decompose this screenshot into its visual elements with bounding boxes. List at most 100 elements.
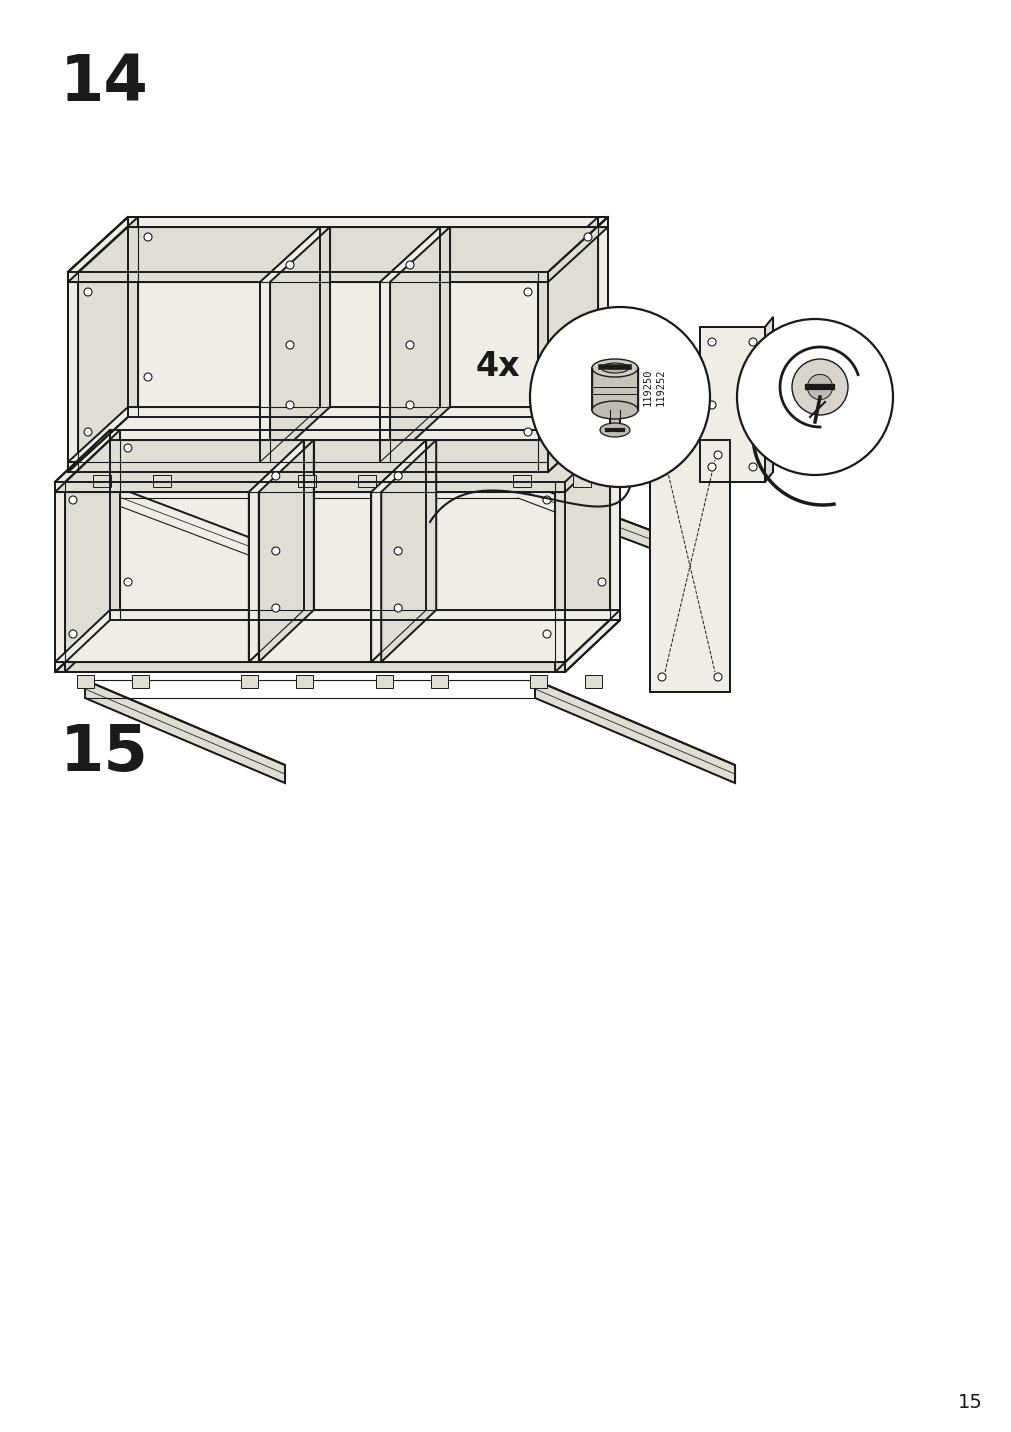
Circle shape bbox=[286, 261, 294, 269]
Circle shape bbox=[748, 463, 756, 471]
Circle shape bbox=[657, 451, 665, 460]
Circle shape bbox=[272, 473, 279, 480]
Bar bbox=[358, 475, 376, 487]
Polygon shape bbox=[55, 610, 620, 662]
Bar bbox=[530, 674, 547, 687]
Circle shape bbox=[543, 630, 550, 639]
Polygon shape bbox=[68, 218, 608, 272]
Circle shape bbox=[807, 374, 832, 400]
Circle shape bbox=[272, 547, 279, 556]
Circle shape bbox=[84, 288, 92, 296]
Polygon shape bbox=[55, 430, 110, 672]
Bar bbox=[241, 674, 258, 687]
Circle shape bbox=[394, 604, 401, 611]
Circle shape bbox=[124, 444, 131, 453]
Circle shape bbox=[792, 359, 847, 415]
Ellipse shape bbox=[591, 401, 637, 420]
Text: 14: 14 bbox=[60, 52, 149, 115]
Ellipse shape bbox=[600, 422, 630, 437]
Bar bbox=[93, 475, 111, 487]
Circle shape bbox=[286, 401, 294, 410]
Polygon shape bbox=[554, 430, 610, 672]
Polygon shape bbox=[700, 326, 764, 483]
Text: 15: 15 bbox=[60, 722, 149, 783]
Circle shape bbox=[69, 495, 77, 504]
Circle shape bbox=[583, 372, 591, 381]
Polygon shape bbox=[518, 480, 708, 570]
Circle shape bbox=[394, 547, 401, 556]
Ellipse shape bbox=[601, 362, 628, 372]
Polygon shape bbox=[249, 440, 303, 662]
Bar bbox=[295, 674, 312, 687]
Polygon shape bbox=[68, 218, 127, 473]
Polygon shape bbox=[610, 410, 620, 430]
Circle shape bbox=[394, 473, 401, 480]
Circle shape bbox=[405, 261, 413, 269]
Circle shape bbox=[84, 428, 92, 435]
Bar bbox=[513, 475, 531, 487]
Polygon shape bbox=[591, 368, 637, 410]
Circle shape bbox=[144, 372, 152, 381]
Polygon shape bbox=[548, 218, 608, 473]
Circle shape bbox=[708, 463, 716, 471]
Polygon shape bbox=[764, 316, 772, 483]
Circle shape bbox=[583, 233, 591, 241]
Circle shape bbox=[714, 673, 721, 682]
Circle shape bbox=[530, 306, 710, 487]
Circle shape bbox=[598, 444, 606, 453]
Bar bbox=[131, 674, 149, 687]
Polygon shape bbox=[78, 218, 137, 473]
Bar bbox=[77, 674, 94, 687]
Polygon shape bbox=[381, 440, 436, 662]
Polygon shape bbox=[68, 228, 608, 282]
Circle shape bbox=[144, 233, 152, 241]
Polygon shape bbox=[55, 430, 620, 483]
Polygon shape bbox=[55, 620, 620, 672]
Circle shape bbox=[524, 288, 532, 296]
Bar bbox=[584, 674, 602, 687]
Polygon shape bbox=[564, 430, 620, 672]
Circle shape bbox=[69, 630, 77, 639]
Polygon shape bbox=[65, 430, 120, 672]
Circle shape bbox=[124, 579, 131, 586]
Polygon shape bbox=[55, 440, 620, 493]
Circle shape bbox=[598, 579, 606, 586]
Polygon shape bbox=[649, 440, 729, 692]
Circle shape bbox=[543, 495, 550, 504]
Circle shape bbox=[714, 451, 721, 460]
Circle shape bbox=[736, 319, 892, 475]
Circle shape bbox=[708, 401, 716, 410]
Circle shape bbox=[405, 401, 413, 410]
Bar bbox=[572, 475, 590, 487]
Ellipse shape bbox=[591, 359, 637, 377]
Circle shape bbox=[524, 428, 532, 435]
Polygon shape bbox=[260, 228, 319, 463]
Polygon shape bbox=[270, 228, 330, 463]
Polygon shape bbox=[127, 218, 608, 417]
Polygon shape bbox=[538, 218, 598, 473]
Circle shape bbox=[748, 401, 756, 410]
Polygon shape bbox=[379, 228, 440, 463]
Polygon shape bbox=[259, 440, 313, 662]
Polygon shape bbox=[98, 480, 288, 570]
Bar bbox=[431, 674, 448, 687]
Circle shape bbox=[748, 338, 756, 347]
Circle shape bbox=[272, 604, 279, 611]
Text: 4x: 4x bbox=[475, 351, 520, 384]
Text: 119250
119252: 119250 119252 bbox=[642, 368, 665, 405]
Circle shape bbox=[405, 341, 413, 349]
Polygon shape bbox=[389, 228, 450, 463]
Polygon shape bbox=[85, 680, 285, 783]
Text: 15: 15 bbox=[956, 1393, 982, 1412]
Polygon shape bbox=[110, 430, 620, 620]
Bar bbox=[297, 475, 315, 487]
Polygon shape bbox=[68, 417, 608, 473]
Polygon shape bbox=[68, 407, 608, 463]
Bar bbox=[376, 674, 393, 687]
Bar bbox=[153, 475, 171, 487]
Circle shape bbox=[286, 341, 294, 349]
Circle shape bbox=[708, 338, 716, 347]
Circle shape bbox=[657, 673, 665, 682]
Polygon shape bbox=[371, 440, 426, 662]
Polygon shape bbox=[535, 680, 734, 783]
